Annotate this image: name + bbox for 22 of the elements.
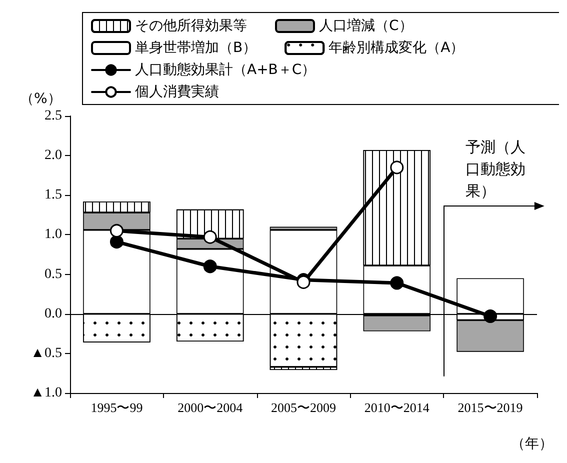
- legend-label: 人口動態効果計（A+B＋C）: [135, 62, 316, 78]
- x-tick-label: 2005〜2009: [271, 400, 336, 415]
- legend-label: 単身世帯増加（B）: [135, 39, 257, 56]
- x-tick-label: 2010〜2014: [364, 400, 430, 415]
- y-tick-label: 0.5: [44, 266, 62, 282]
- legend-label: 人口増減（C）: [319, 17, 413, 34]
- annotation: 予測（人口動態効果）: [466, 138, 526, 200]
- legend-label: その他所得効果等: [135, 18, 247, 34]
- y-tick-label: ▲0.5: [30, 346, 62, 361]
- x-axis-title: （年）: [511, 436, 553, 452]
- legend-label: 個人消費実績: [135, 84, 219, 100]
- x-tick-label: 2000〜2004: [178, 400, 244, 415]
- y-tick-label: 1.5: [44, 188, 62, 203]
- legend-label: 年齢別構成変化（A）: [328, 40, 464, 56]
- y-tick-label: ▲1.0: [30, 386, 62, 400]
- y-tick-label: 1.0: [44, 227, 62, 242]
- x-tick-label: 2015〜2019: [458, 400, 523, 415]
- y-tick-label: 2.0: [44, 148, 62, 164]
- y-tick-label: 2.5: [44, 108, 62, 124]
- y-tick-label: 0.0: [44, 306, 62, 322]
- x-tick-label: 1995〜99: [90, 400, 143, 415]
- y-axis-title: （%）: [20, 91, 62, 107]
